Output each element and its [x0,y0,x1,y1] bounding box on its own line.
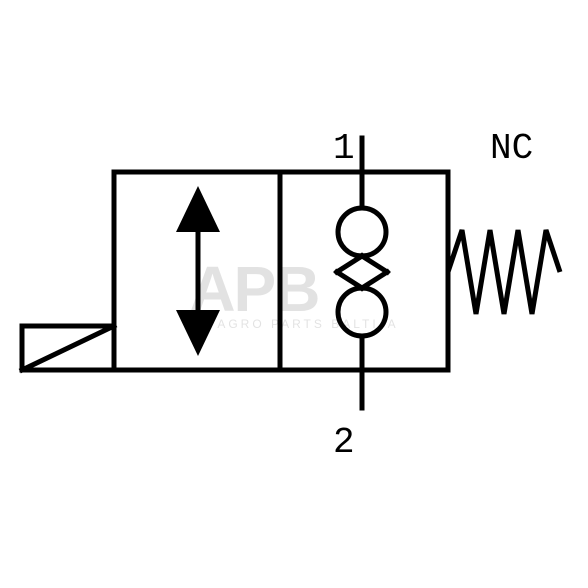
nc-label: NC [490,128,533,169]
valve-schematic [0,0,588,588]
port-1-label: 1 [333,128,355,169]
port-2-label: 2 [333,422,355,463]
